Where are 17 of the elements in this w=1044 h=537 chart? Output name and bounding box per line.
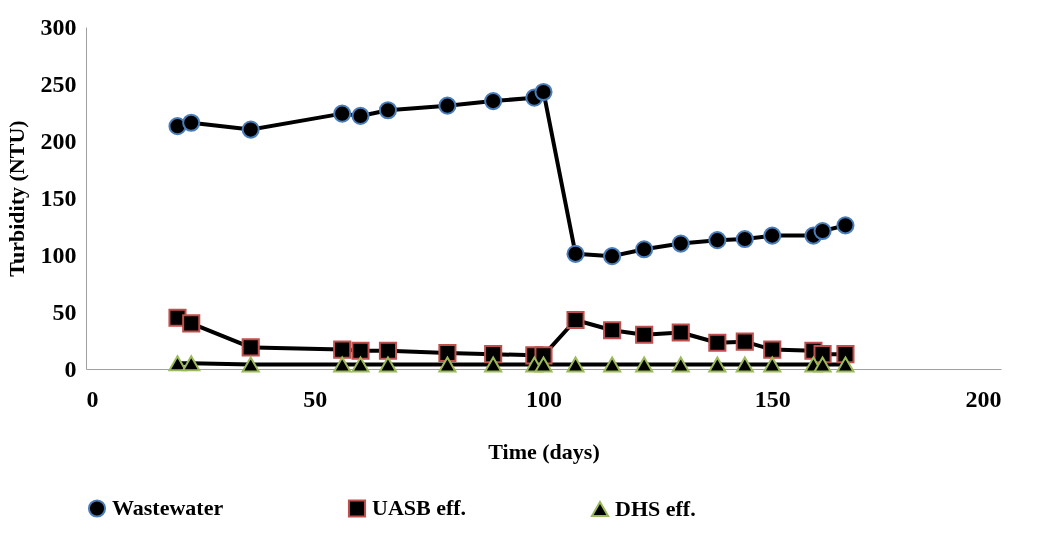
y-tick-label: 50 <box>52 298 77 325</box>
y-tick-label: 300 <box>40 13 77 40</box>
legend-label: Wastewater <box>112 495 224 521</box>
legend-label: UASB eff. <box>372 495 467 521</box>
y-tick-label: 100 <box>40 241 77 268</box>
x-tick-label: 50 <box>303 385 328 412</box>
y-axis-title: Turbidity (NTU) <box>3 120 29 277</box>
x-tick-label: 200 <box>965 385 1002 412</box>
legend-label: DHS eff. <box>615 496 696 521</box>
x-tick-label: 100 <box>526 385 562 412</box>
x-tick-label: 150 <box>754 385 791 412</box>
y-tick-label: 150 <box>40 184 77 211</box>
y-tick-label: 0 <box>64 355 77 382</box>
y-tick-label: 250 <box>40 70 77 97</box>
x-axis-title: Time (days) <box>488 438 600 464</box>
x-tick-label: 0 <box>86 385 99 412</box>
y-tick-label: 200 <box>40 127 77 154</box>
